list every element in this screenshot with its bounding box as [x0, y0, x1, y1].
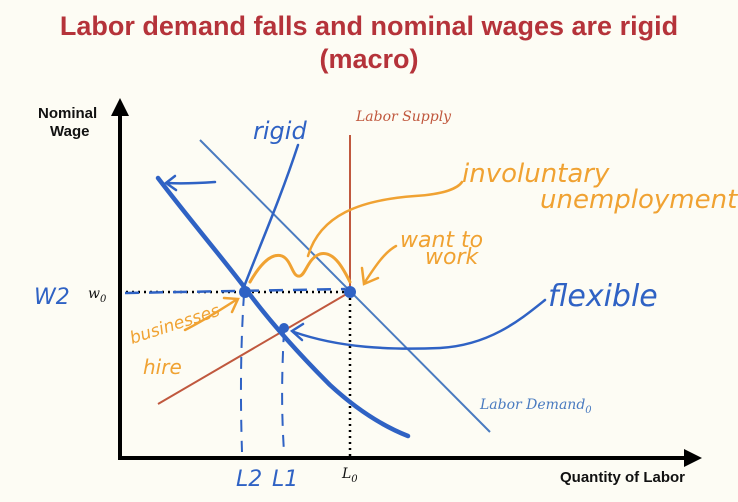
L0-sub: 0 — [351, 474, 358, 485]
y-axis-label-line-2: Wage — [50, 123, 89, 140]
businesses-arrowhead-icon — [222, 296, 240, 314]
flexible-arrow — [292, 298, 547, 350]
l2-label: L2 — [236, 467, 262, 492]
y-axis-arrow-icon — [111, 98, 129, 116]
l2-dashed-line — [239, 293, 245, 453]
title-line-1: Labor demand falls and nominal wages are… — [59, 11, 679, 41]
flexible-arrowhead-icon — [289, 322, 305, 342]
L0-tick-label: L0 — [341, 466, 358, 485]
x-axis-arrow-icon — [684, 449, 702, 467]
w2-dashed-line — [124, 287, 346, 295]
point-rigid-wage — [239, 286, 251, 298]
point-equilibrium — [344, 286, 356, 298]
labor-supply-label: Labor Supply — [355, 109, 452, 125]
want-to-work-arrowhead-icon — [360, 266, 380, 286]
businesses-label-line-2: hire — [143, 355, 182, 379]
w2-label: W2 — [34, 285, 70, 310]
want-to-work-arrow — [363, 244, 398, 284]
unemployment-bracket — [248, 252, 352, 284]
w0-main: w — [88, 286, 100, 302]
rigid-label: rigid — [253, 117, 307, 145]
x-axis-label: Quantity of Labor — [560, 469, 685, 486]
labor-demand-subscript: 0 — [585, 405, 592, 416]
involuntary-label-line-1: involuntary — [462, 159, 610, 189]
involuntary-label-line-2: unemployment — [540, 185, 738, 215]
labor-demand-curve — [199, 139, 491, 433]
labor-demand-label-text: Labor Demand — [479, 397, 585, 413]
want-to-label-line-2: work — [425, 245, 479, 270]
point-flexible — [279, 323, 289, 333]
businesses-arrow — [183, 298, 238, 332]
l1-label: L1 — [272, 467, 298, 492]
shift-arrow-icon — [163, 174, 217, 192]
title-line-2: (macro) — [319, 44, 419, 74]
page-title: Labor demand falls and nominal wages are… — [0, 10, 738, 76]
y-axis-label-line-1: Nominal — [38, 105, 97, 122]
w0-tick-label: w0 — [88, 286, 107, 305]
labor-demand-label: Labor Demand0 — [479, 397, 592, 416]
flexible-label: flexible — [548, 279, 658, 314]
upward-supply-line — [157, 291, 351, 405]
shifted-demand-curve — [155, 175, 411, 439]
involuntary-connector — [306, 180, 464, 258]
businesses-label-line-1: businesses — [127, 301, 222, 349]
L0-main: L — [341, 466, 351, 482]
l1-dashed-line — [281, 329, 285, 453]
rigid-curve — [240, 143, 300, 294]
want-to-label-line-1: want to — [400, 228, 483, 253]
w0-sub: 0 — [100, 294, 107, 305]
